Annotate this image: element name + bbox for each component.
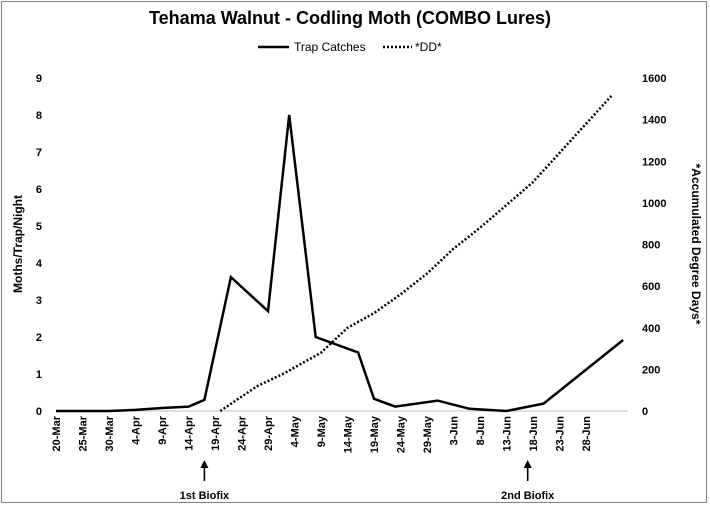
right-tick-label: 1600: [642, 73, 666, 85]
chart-title: Tehama Walnut - Codling Moth (COMBO Lure…: [149, 8, 551, 28]
left-axis-title: Moths/Trap/Night: [11, 195, 25, 293]
series-points-trap-catches: [55, 114, 625, 412]
x-tick-label: 28-Jun: [581, 416, 593, 452]
x-tick-label: 9-May: [316, 415, 328, 447]
left-tick-label: 6: [36, 184, 42, 196]
left-tick-label: 2: [36, 332, 42, 344]
x-tick-label: 4-Apr: [131, 415, 143, 444]
x-tick-label: 25-Mar: [78, 415, 90, 451]
right-tick-label: 1400: [642, 115, 666, 127]
x-tick-label: 24-Apr: [237, 415, 249, 451]
right-tick-label: 400: [642, 323, 660, 335]
left-tick-label: 0: [36, 406, 42, 418]
left-tick-label: 4: [36, 258, 43, 270]
biofix-label: 1st Biofix: [180, 490, 230, 502]
biofix-annotations: 1st Biofix 2nd Biofix: [180, 460, 555, 502]
legend-label-dd: *DD*: [415, 40, 442, 54]
left-tick-label: 9: [36, 73, 42, 85]
right-axis-ticks: 0 200 400 600 800 1000 1200 1400 1600: [642, 73, 666, 418]
legend: Trap Catches *DD*: [258, 40, 442, 54]
x-tick-label: 24-May: [396, 415, 408, 453]
left-axis-ticks: 0 1 2 3 4 5 6 7 8 9: [36, 73, 43, 418]
x-tick-label: 8-Jun: [475, 416, 487, 446]
x-tick-label: 20-Mar: [51, 415, 63, 451]
series-line-dd: [219, 93, 614, 413]
x-tick-label: 13-Jun: [502, 416, 514, 452]
right-tick-label: 1200: [642, 156, 666, 168]
x-tick-label: 29-May: [422, 415, 434, 453]
x-tick-label: 18-Jun: [528, 416, 540, 452]
right-tick-label: 0: [642, 406, 648, 418]
left-tick-label: 8: [36, 110, 42, 122]
x-axis-ticks: 20-Mar 25-Mar 30-Mar 4-Apr 9-Apr 14-Apr 19-Apr…: [51, 415, 593, 453]
biofix-label: 2nd Biofix: [501, 490, 555, 502]
x-tick-label: 23-Jun: [555, 416, 567, 452]
left-tick-label: 7: [36, 147, 42, 159]
x-tick-label: 4-May: [290, 415, 302, 447]
x-tick-label: 14-May: [343, 415, 355, 453]
x-tick-label: 19-Apr: [210, 415, 222, 451]
right-tick-label: 1000: [642, 198, 666, 210]
right-tick-label: 800: [642, 240, 660, 252]
data-point: [611, 94, 613, 96]
biofix-arrow-head: [523, 460, 532, 468]
series-line-trap-catches: [56, 114, 624, 413]
right-tick-label: 600: [642, 281, 660, 293]
x-tick-label: 3-Jun: [449, 416, 461, 446]
left-tick-label: 3: [36, 295, 42, 307]
x-tick-label: 19-May: [369, 415, 381, 453]
biofix-arrow-head: [200, 460, 209, 468]
x-tick-label: 9-Apr: [157, 415, 169, 444]
left-tick-label: 1: [36, 369, 42, 381]
x-tick-label: 29-Apr: [263, 415, 275, 451]
x-tick-label: 30-Mar: [104, 415, 116, 451]
series-points-dd: [219, 94, 614, 413]
left-tick-label: 5: [36, 221, 42, 233]
x-tick-label: 14-Apr: [184, 415, 196, 451]
right-tick-label: 200: [642, 364, 660, 376]
right-axis-title: *Accumulated Degree Days*: [689, 164, 703, 325]
legend-label-trap-catches: Trap Catches: [294, 40, 366, 54]
